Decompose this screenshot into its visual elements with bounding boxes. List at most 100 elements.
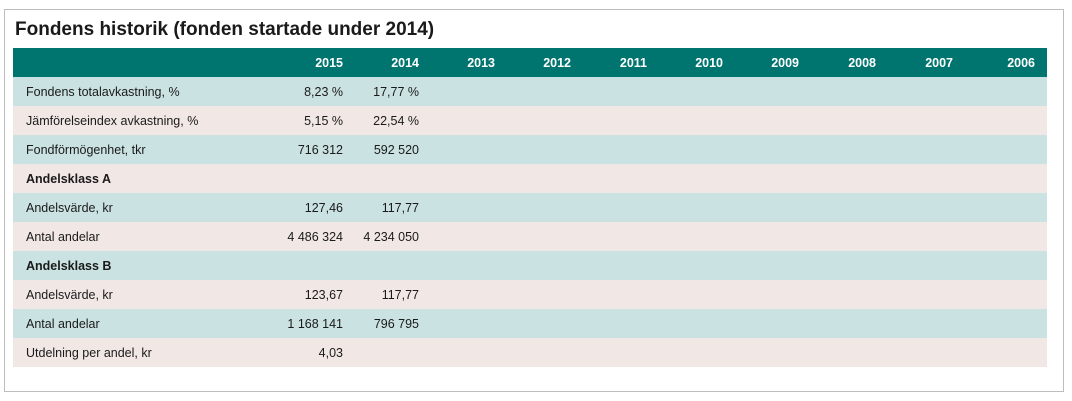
- table-row: Antal andelar 1 168 141 796 795: [13, 309, 1047, 338]
- header-year: 2012: [507, 48, 583, 77]
- header-year: 2008: [811, 48, 888, 77]
- value-cell: [431, 251, 507, 280]
- row-label: Fondens totalavkastning, %: [13, 77, 279, 106]
- section-header-row: Andelsklass B: [13, 251, 1047, 280]
- value-cell: [431, 164, 507, 193]
- header-year: 2006: [965, 48, 1047, 77]
- value-cell: [279, 164, 355, 193]
- header-year: 2013: [431, 48, 507, 77]
- section-label: Andelsklass A: [13, 164, 279, 193]
- value-cell: [965, 193, 1047, 222]
- value-cell: [735, 222, 811, 251]
- value-cell: 127,46: [279, 193, 355, 222]
- value-cell: [583, 77, 659, 106]
- value-cell: [811, 164, 888, 193]
- value-cell: [431, 77, 507, 106]
- value-cell: [355, 251, 431, 280]
- value-cell: 22,54 %: [355, 106, 431, 135]
- value-cell: [659, 309, 735, 338]
- value-cell: [431, 309, 507, 338]
- value-cell: [583, 193, 659, 222]
- value-cell: [735, 280, 811, 309]
- value-cell: [583, 280, 659, 309]
- row-label: Andelsvärde, kr: [13, 193, 279, 222]
- value-cell: 123,67: [279, 280, 355, 309]
- value-cell: [431, 280, 507, 309]
- value-cell: 8,23 %: [279, 77, 355, 106]
- value-cell: [583, 106, 659, 135]
- value-cell: [583, 338, 659, 367]
- table-row: Jämförelseindex avkastning, % 5,15 % 22,54…: [13, 106, 1047, 135]
- value-cell: [659, 135, 735, 164]
- value-cell: [965, 106, 1047, 135]
- value-cell: [507, 106, 583, 135]
- value-cell: [735, 338, 811, 367]
- value-cell: [811, 77, 888, 106]
- value-cell: [583, 222, 659, 251]
- section-header-row: Andelsklass A: [13, 164, 1047, 193]
- page-title: Fondens historik (fonden startade under …: [15, 19, 435, 40]
- row-label: Andelsvärde, kr: [13, 280, 279, 309]
- value-cell: [888, 338, 965, 367]
- value-cell: [811, 193, 888, 222]
- value-cell: [659, 280, 735, 309]
- value-cell: [888, 135, 965, 164]
- value-cell: [965, 338, 1047, 367]
- value-cell: [431, 106, 507, 135]
- value-cell: [811, 280, 888, 309]
- value-cell: [355, 164, 431, 193]
- value-cell: [583, 135, 659, 164]
- header-year: 2015: [279, 48, 355, 77]
- value-cell: 117,77: [355, 193, 431, 222]
- row-label: Utdelning per andel, kr: [13, 338, 279, 367]
- row-label: Antal andelar: [13, 309, 279, 338]
- value-cell: [659, 77, 735, 106]
- value-cell: 1 168 141: [279, 309, 355, 338]
- value-cell: [583, 251, 659, 280]
- value-cell: [507, 251, 583, 280]
- value-cell: [735, 193, 811, 222]
- value-cell: [811, 135, 888, 164]
- value-cell: 716 312: [279, 135, 355, 164]
- value-cell: [965, 164, 1047, 193]
- value-cell: [355, 338, 431, 367]
- value-cell: [659, 251, 735, 280]
- value-cell: [888, 251, 965, 280]
- value-cell: 592 520: [355, 135, 431, 164]
- value-cell: [583, 309, 659, 338]
- value-cell: [507, 280, 583, 309]
- table-row: Antal andelar 4 486 324 4 234 050: [13, 222, 1047, 251]
- value-cell: [659, 222, 735, 251]
- row-label: Jämförelseindex avkastning, %: [13, 106, 279, 135]
- value-cell: [888, 164, 965, 193]
- value-cell: [735, 77, 811, 106]
- row-label: Fondförmögenhet, tkr: [13, 135, 279, 164]
- value-cell: [735, 164, 811, 193]
- value-cell: [888, 193, 965, 222]
- value-cell: [811, 338, 888, 367]
- value-cell: [507, 164, 583, 193]
- value-cell: 17,77 %: [355, 77, 431, 106]
- value-cell: [965, 251, 1047, 280]
- value-cell: [431, 222, 507, 251]
- value-cell: [888, 280, 965, 309]
- value-cell: [507, 77, 583, 106]
- value-cell: 4 234 050: [355, 222, 431, 251]
- table-row: Utdelning per andel, kr 4,03: [13, 338, 1047, 367]
- value-cell: [583, 164, 659, 193]
- table-header-row: 2015 2014 2013 2012 2011 2010 2009 2008 …: [13, 48, 1047, 77]
- value-cell: [965, 135, 1047, 164]
- value-cell: [888, 309, 965, 338]
- value-cell: [965, 280, 1047, 309]
- header-year: 2014: [355, 48, 431, 77]
- value-cell: [735, 309, 811, 338]
- value-cell: [659, 193, 735, 222]
- value-cell: [279, 251, 355, 280]
- value-cell: 4,03: [279, 338, 355, 367]
- header-year: 2007: [888, 48, 965, 77]
- value-cell: [811, 251, 888, 280]
- value-cell: [965, 77, 1047, 106]
- value-cell: [431, 338, 507, 367]
- row-label: Antal andelar: [13, 222, 279, 251]
- value-cell: [735, 251, 811, 280]
